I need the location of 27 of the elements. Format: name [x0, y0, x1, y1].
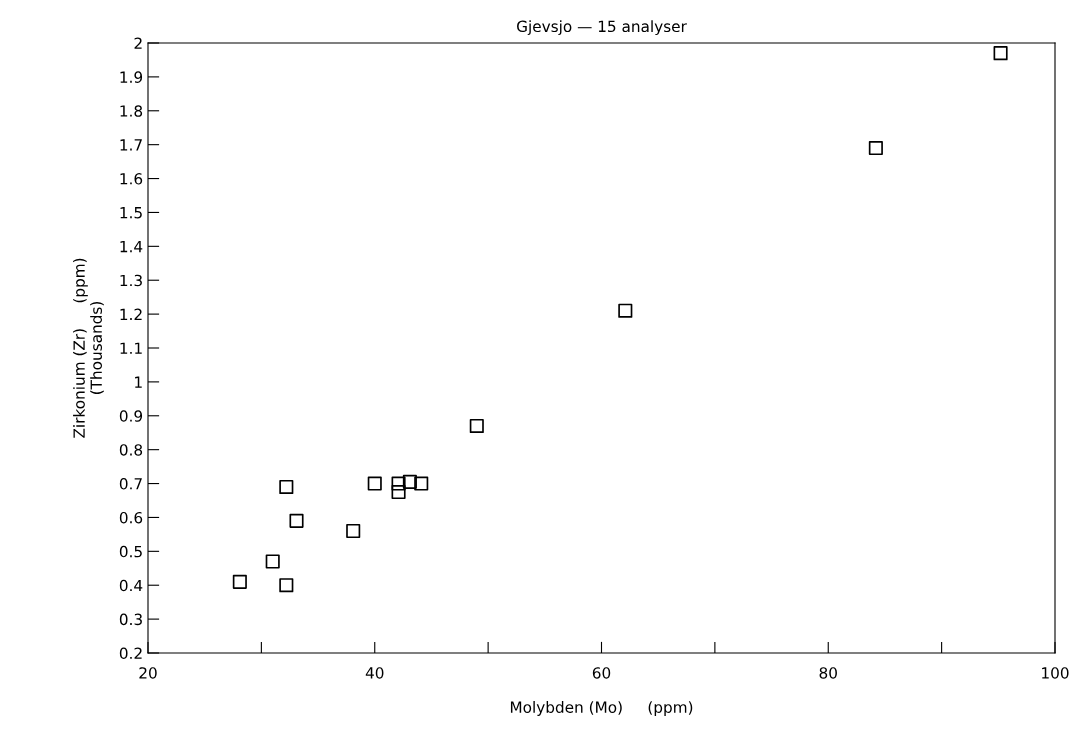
y-axis-title: Zirkonium (Zr) (ppm) (Thousands)	[73, 258, 104, 438]
y-tick-label: 0.6	[119, 511, 143, 524]
y-tick-label: 0.9	[119, 410, 143, 422]
chart-title: Gjevsjo — 15 analyser	[517, 20, 687, 36]
x-tick-label: 40	[365, 667, 384, 679]
y-tick-label: 1.5	[120, 207, 142, 219]
y-tick-label: 1.6	[120, 173, 143, 185]
y-tick-label: 1.3	[120, 274, 142, 287]
y-tick-label: 0.7	[119, 478, 142, 490]
y-tick-label: 1.2	[120, 308, 142, 320]
y-tick-label: 1	[135, 376, 142, 388]
y-tick-label: 0.2	[119, 647, 142, 660]
y-tick-label: 0.3	[119, 613, 142, 626]
y-tick-label: 0.8	[119, 444, 143, 456]
y-tick-label: 1.8	[120, 105, 143, 117]
y-tick-label: 2	[134, 37, 142, 49]
y-tick-label: 1.1	[120, 342, 142, 354]
y-tick-label: 1.7	[120, 139, 142, 151]
y-tick-label: 1.4	[120, 241, 143, 253]
y-tick-label: 0.4	[119, 579, 143, 592]
x-tick-label: 60	[592, 667, 611, 679]
x-tick-label: 80	[819, 667, 837, 679]
y-tick-label: 1.9	[120, 71, 143, 83]
x-axis-title: Molybden (Mo) (ppm)	[510, 701, 693, 716]
x-tick-label: 100	[1042, 667, 1069, 679]
y-tick-label: 0.5	[119, 545, 142, 558]
x-tick-label: 20	[139, 667, 157, 679]
